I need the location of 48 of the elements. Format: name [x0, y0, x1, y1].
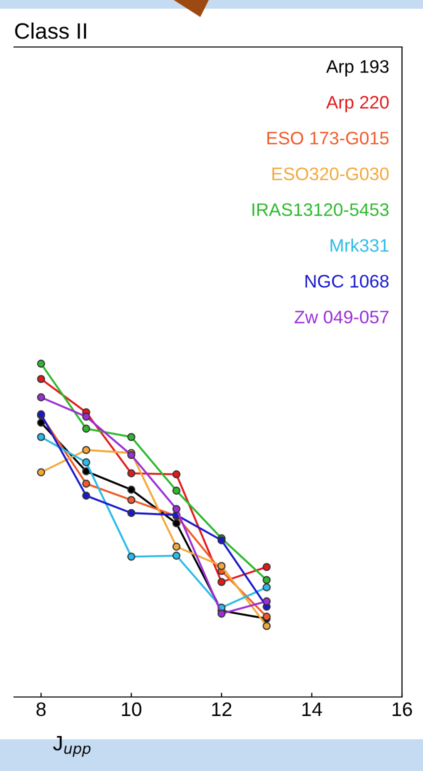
point [82, 480, 90, 488]
point [172, 470, 180, 478]
point [82, 446, 90, 454]
point [82, 458, 90, 466]
point [172, 552, 180, 560]
x-tick-label: 10 [122, 702, 142, 716]
text: NGC 1068 [306, 274, 389, 288]
text: Zw 049-057 [294, 310, 388, 324]
x-tick-label: 16 [392, 702, 412, 716]
point [127, 508, 136, 518]
point [37, 432, 46, 442]
point [127, 432, 136, 442]
point [37, 468, 46, 476]
point [82, 424, 90, 433]
text: Arp 193 [326, 60, 389, 76]
x-tick-label: 12 [212, 702, 232, 716]
point [82, 467, 90, 476]
chart-title: Class II [15, 22, 86, 39]
x-tick-label: 14 [302, 702, 322, 716]
point [172, 542, 180, 551]
point [172, 486, 180, 495]
point [172, 504, 180, 514]
point [262, 583, 271, 592]
point [262, 622, 271, 630]
point [37, 374, 46, 384]
point [82, 412, 90, 421]
point [262, 562, 271, 572]
point [37, 393, 46, 402]
point [218, 562, 226, 570]
text: IRAS13120-5453 [252, 203, 389, 216]
point [127, 469, 136, 478]
x-axis-title: J$_{upp}$ [53, 736, 91, 757]
point [127, 496, 136, 504]
point [37, 418, 46, 427]
point [218, 610, 226, 618]
point [127, 552, 136, 561]
point [37, 360, 46, 368]
point [262, 597, 271, 606]
text: Mrk331 [330, 238, 388, 252]
point [82, 492, 90, 500]
x-tick-label: 8 [36, 702, 46, 716]
point [262, 576, 271, 584]
point [127, 486, 136, 494]
point [172, 519, 180, 528]
text: ESO 173-G015 [267, 132, 389, 144]
text: Arp 220 [326, 96, 389, 112]
text: ESO320-G030 [272, 167, 389, 180]
point [218, 578, 226, 586]
